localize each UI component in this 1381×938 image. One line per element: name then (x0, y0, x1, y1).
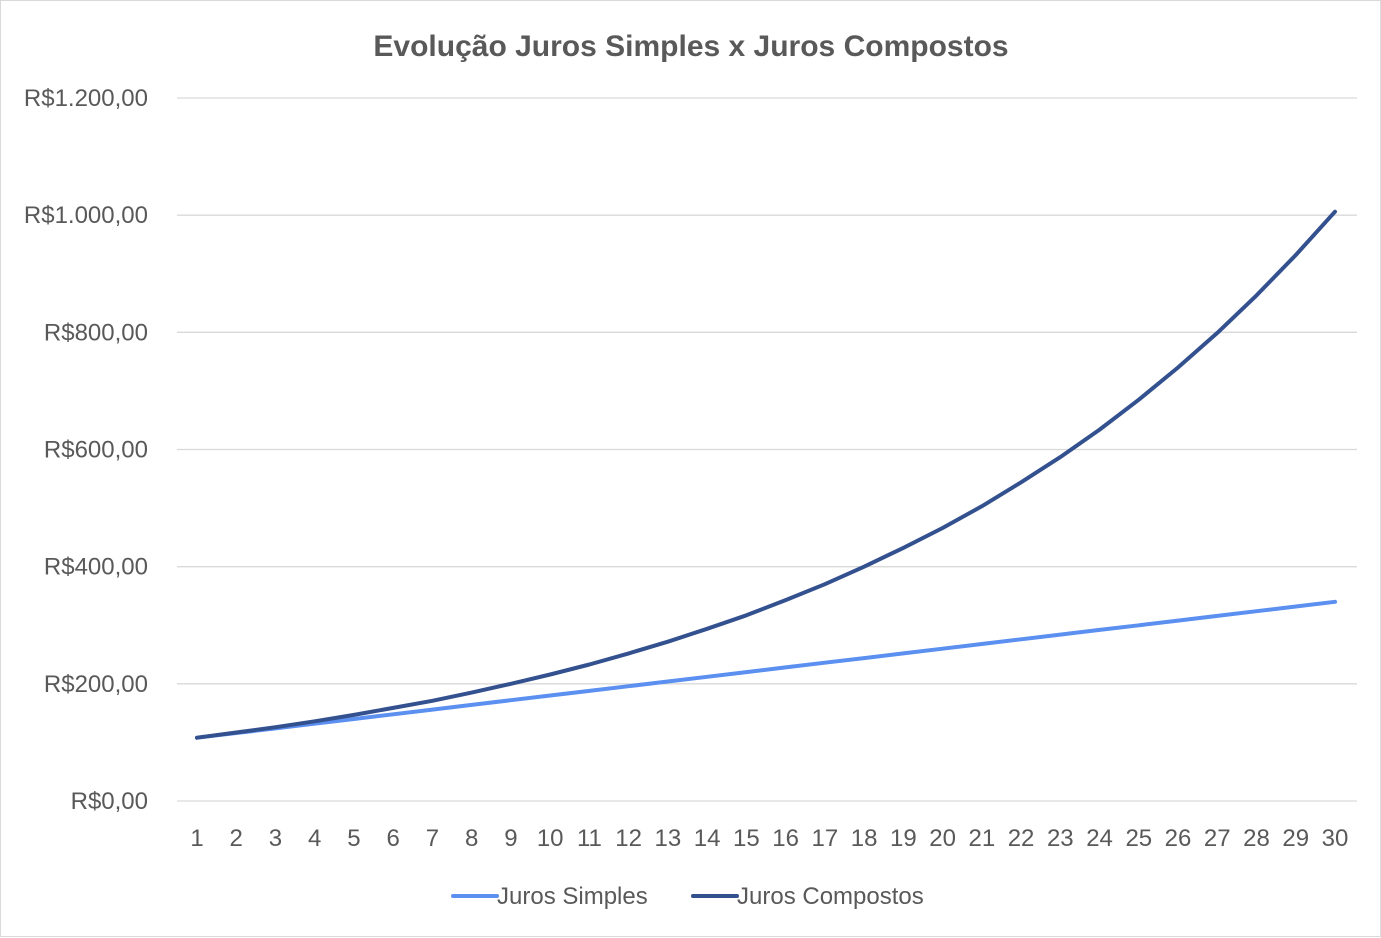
series-lines (195, 209, 1337, 740)
x-tick-label: 1 (190, 825, 203, 852)
y-tick-label: R$1.000,00 (24, 202, 148, 229)
x-tick-label: 8 (465, 825, 478, 852)
y-tick-label: R$200,00 (44, 671, 148, 698)
x-tick-label: 12 (615, 825, 642, 852)
legend-label: Juros Simples (497, 883, 648, 910)
series-line-juros-compostos (195, 209, 1337, 740)
x-axis-tick-labels: 1 2 3 4 5 6 7 8 9 10 11 12 13 14 15 16 17 18 19 20 21 22 23 24 2… (190, 825, 1348, 852)
x-tick-label: 27 (1204, 825, 1231, 852)
y-tick-label: R$0,00 (71, 788, 148, 815)
x-tick-label: 11 (577, 825, 602, 852)
y-tick-label: R$400,00 (44, 554, 148, 581)
legend: Juros Simples Juros Compostos (451, 883, 924, 910)
y-axis-tick-labels: R$0,00 R$200,00 R$400,00 R$600,00 R$800,00 R$… (24, 85, 148, 815)
x-tick-label: 23 (1047, 825, 1074, 852)
x-tick-label: 16 (772, 825, 799, 852)
x-tick-label: 15 (733, 825, 760, 852)
x-tick-label: 19 (890, 825, 917, 852)
x-tick-label: 29 (1282, 825, 1309, 852)
x-tick-label: 25 (1125, 825, 1152, 852)
x-tick-label: 21 (968, 825, 995, 852)
x-tick-label: 10 (537, 825, 564, 852)
y-tick-label: R$800,00 (44, 319, 148, 346)
x-tick-label: 2 (230, 825, 243, 852)
x-tick-label: 5 (347, 825, 360, 852)
x-tick-label: 26 (1165, 825, 1192, 852)
x-tick-label: 30 (1322, 825, 1349, 852)
x-tick-label: 7 (426, 825, 439, 852)
x-tick-label: 17 (812, 825, 839, 852)
x-tick-label: 4 (308, 825, 321, 852)
x-tick-label: 20 (929, 825, 956, 852)
gridlines (177, 97, 1357, 802)
chart-title: Evolução Juros Simples x Juros Compostos (373, 30, 1008, 63)
x-tick-label: 14 (694, 825, 721, 852)
legend-label: Juros Compostos (737, 883, 924, 910)
x-tick-label: 28 (1243, 825, 1270, 852)
series-line-juros-simples (195, 599, 1337, 740)
y-tick-label: R$1.200,00 (24, 85, 148, 112)
y-tick-label: R$600,00 (44, 437, 148, 464)
x-tick-label: 18 (851, 825, 878, 852)
x-tick-label: 22 (1008, 825, 1035, 852)
x-tick-label: 3 (269, 825, 282, 852)
x-tick-label: 13 (655, 825, 682, 852)
x-tick-label: 9 (504, 825, 517, 852)
x-tick-label: 24 (1086, 825, 1113, 852)
x-tick-label: 6 (387, 825, 400, 852)
